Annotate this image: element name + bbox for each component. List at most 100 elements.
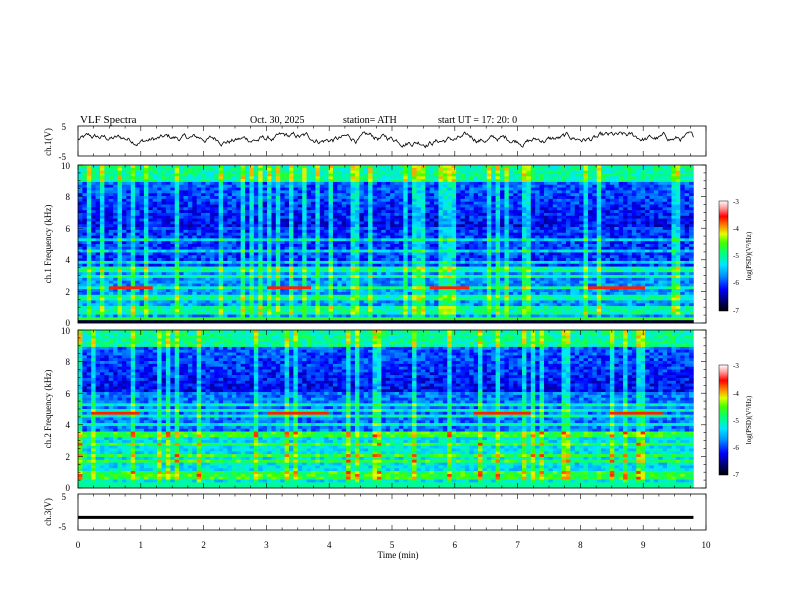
spectrogram-cell: [456, 246, 461, 250]
spectrogram-cell: [482, 207, 488, 211]
spectrogram-cell: [218, 165, 224, 169]
spectrogram-cell: [434, 249, 439, 253]
spectrogram-cell: [306, 187, 312, 191]
spectrogram-cell: [157, 179, 162, 183]
spectrogram-cell: [623, 204, 628, 208]
spectrogram-cell: [99, 212, 105, 217]
spectrogram-cell: [139, 246, 145, 250]
spectrogram-cell: [583, 218, 589, 222]
spectrogram-cell: [579, 260, 584, 265]
spectrogram-cell: [609, 235, 615, 239]
spectrogram-cell: [530, 190, 536, 194]
spectrogram-cell: [148, 176, 154, 180]
spectrogram-cell: [108, 215, 114, 219]
spectrogram-cell: [236, 207, 241, 211]
spectrogram-cell: [148, 238, 154, 242]
spectrogram-cell: [561, 165, 567, 169]
spectrogram-cell: [482, 227, 488, 231]
spectrogram-cell: [161, 244, 167, 248]
spectrogram-cell: [447, 170, 452, 174]
spectrogram-cell: [539, 215, 545, 219]
spectrogram-cell: [78, 207, 83, 211]
spectrogram-cell: [561, 221, 567, 225]
spectrogram-cell: [86, 229, 92, 234]
spectrogram-cell: [689, 187, 694, 191]
spectrogram-cell: [135, 196, 140, 200]
spectrogram-cell: [231, 229, 237, 234]
spectrogram-cell: [684, 221, 690, 225]
spectrogram-cell: [135, 244, 140, 248]
spectrogram-cell: [587, 252, 593, 256]
spectrogram-cell: [174, 179, 180, 183]
spectrogram-cell: [346, 204, 351, 208]
spectrogram-cell: [187, 165, 193, 169]
spectrogram-cell: [486, 221, 492, 225]
spectrogram-cell: [636, 193, 641, 197]
spectrogram-cell: [398, 241, 404, 245]
spectrogram-cell: [91, 224, 96, 228]
spectrogram-cell: [368, 229, 373, 234]
spectrogram-cell: [517, 173, 523, 177]
spectrogram-cell: [596, 207, 602, 211]
spectrogram-cell: [381, 238, 387, 242]
spectrogram-cell: [667, 229, 672, 234]
spectrogram-cell: [139, 235, 145, 239]
spectrogram-cell: [99, 187, 105, 191]
spectrogram-cell: [425, 241, 430, 245]
spectrogram-cell: [275, 187, 281, 191]
spectrogram-cell: [245, 224, 250, 228]
spectrogram-cell: [447, 252, 452, 256]
spectrogram-cell: [671, 258, 677, 262]
spectrogram-cell: [478, 204, 483, 208]
spectrogram-cell: [438, 170, 444, 174]
spectrogram-cell: [324, 165, 329, 169]
spectrogram-cell: [240, 176, 246, 180]
spectrogram-cell: [398, 201, 404, 205]
spectrogram-cell: [363, 167, 369, 171]
spectrogram-cell: [231, 252, 237, 256]
spectrogram-cell: [363, 212, 369, 217]
spectrogram-cell: [108, 184, 114, 188]
spectrogram-cell: [359, 218, 365, 222]
spectrogram-cell: [438, 201, 444, 205]
spectrogram-cell: [209, 179, 215, 183]
spectrogram-cell: [460, 187, 466, 191]
spectrogram-cell: [341, 227, 347, 231]
spectrogram-cell: [152, 176, 158, 180]
spectrogram-cell: [372, 179, 378, 183]
spectrogram-cell: [645, 224, 650, 228]
spectrogram-cell: [592, 176, 598, 180]
spectrogram-cell: [86, 227, 92, 231]
spectrogram-cell: [117, 235, 123, 239]
spectrogram-cell: [618, 218, 624, 222]
spectrogram-cell: [530, 224, 536, 228]
spectrogram-cell: [482, 260, 488, 265]
spectrogram-cell: [306, 167, 312, 171]
spectrogram-cell: [187, 255, 193, 259]
spectrogram-cell: [231, 227, 237, 231]
spectrogram-cell: [350, 173, 356, 177]
spectrogram-cell: [587, 218, 593, 222]
spectrogram-cell: [500, 232, 505, 236]
spectrogram-cell: [82, 201, 88, 205]
spectrogram-cell: [667, 204, 672, 208]
spectrogram-cell: [319, 184, 325, 188]
spectrogram-cell: [596, 249, 602, 253]
spectrogram-cell: [143, 252, 149, 256]
spectrogram-cell: [214, 244, 219, 248]
spectrogram-cell: [535, 201, 540, 205]
spectrogram-cell: [95, 210, 101, 214]
spectrogram-cell: [152, 244, 158, 248]
spectrogram-cell: [574, 179, 580, 183]
spectrogram-cell: [478, 232, 483, 236]
spectrogram-cell: [363, 258, 369, 262]
spectrogram-cell: [508, 258, 514, 262]
spectrogram-cell: [438, 229, 444, 234]
spectrogram-cell: [662, 227, 668, 231]
spectrogram-cell: [425, 204, 430, 208]
spectrogram-cell: [645, 198, 650, 202]
spectrogram-cell: [570, 204, 576, 208]
spectrogram-cell: [579, 227, 584, 231]
spectrogram-cell: [596, 238, 602, 242]
spectrogram-cell: [684, 235, 690, 239]
